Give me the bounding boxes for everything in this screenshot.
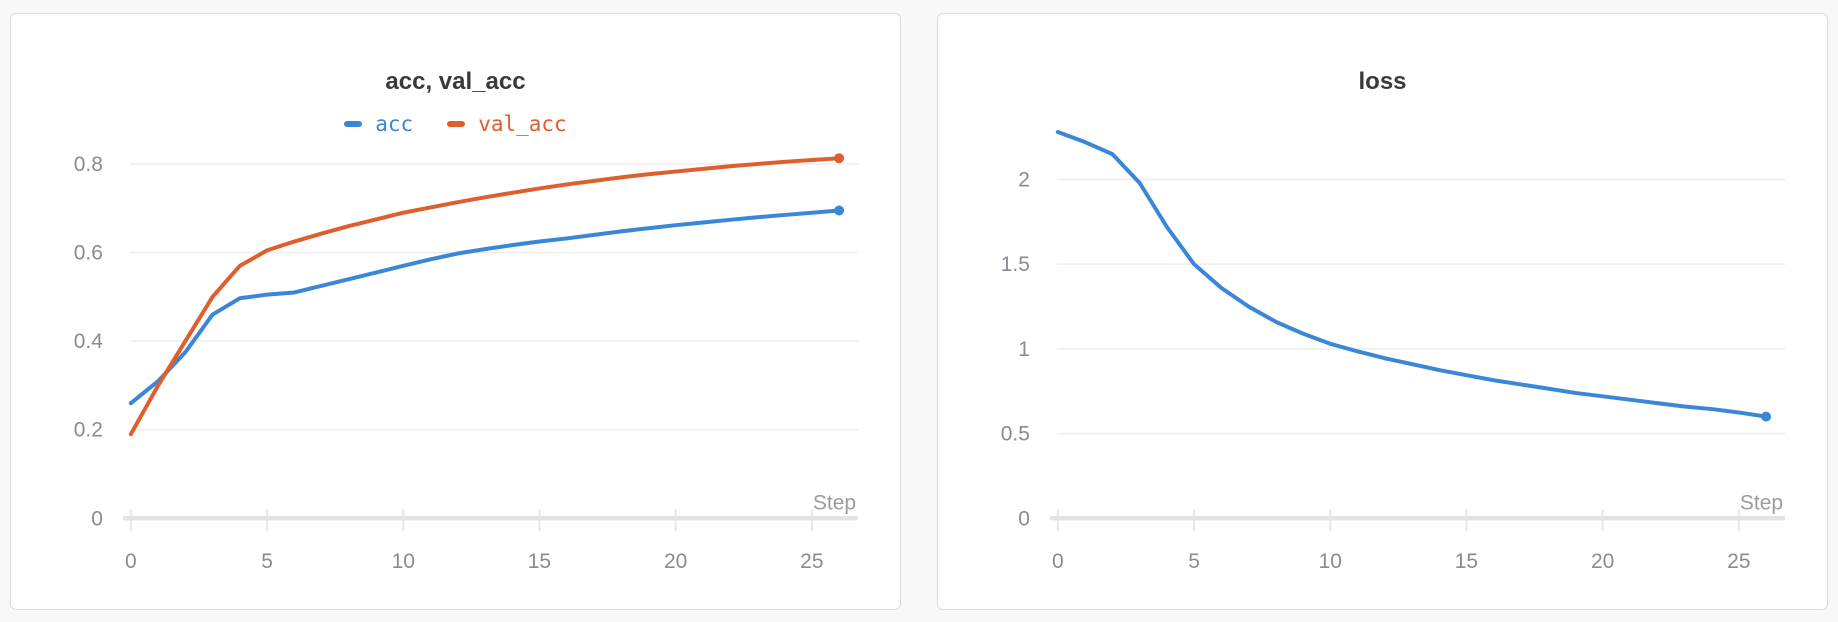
y-tick-label: 0 [91, 507, 103, 530]
y-tick-label: 0.4 [74, 330, 103, 353]
x-tick-label: 10 [1319, 550, 1342, 573]
chart-title: loss [1358, 68, 1407, 95]
x-tick-label: 20 [664, 550, 687, 573]
series-line-loss [1055, 130, 1769, 419]
legend-label: acc [375, 112, 414, 136]
x-tick-label: 25 [800, 550, 823, 573]
x-tick-label: 15 [528, 550, 551, 573]
y-tick-label: 0.8 [74, 153, 103, 176]
x-tick-label: 15 [1455, 550, 1478, 573]
x-tick-label: 10 [392, 550, 415, 573]
y-tick-label: 1.5 [1001, 253, 1030, 276]
y-tick-label: 0 [1018, 507, 1030, 530]
x-tick-label: 5 [1188, 550, 1200, 573]
x-tick-label: 25 [1727, 550, 1750, 573]
y-tick-label: 1 [1018, 338, 1030, 361]
series-line-acc [128, 208, 842, 406]
y-tick-label: 0.5 [1001, 423, 1030, 446]
series-endpoint-acc [834, 205, 845, 216]
series-endpoint-val_acc [834, 153, 845, 164]
legend-label: val_acc [478, 112, 567, 136]
y-tick-label: 2 [1018, 168, 1030, 191]
legend-item-val_acc[interactable]: val_acc [447, 111, 567, 137]
legend-swatch-acc [344, 121, 363, 127]
series-endpoint-loss [1761, 411, 1772, 422]
legend-swatch-val_acc [447, 121, 466, 127]
y-tick-label: 0.2 [74, 419, 103, 442]
x-tick-label: 0 [125, 550, 137, 573]
series-line-val_acc [128, 156, 842, 437]
x-tick-label: 20 [1591, 550, 1614, 573]
line-chart-acc-val-acc[interactable]: 0 0.2 0.4 0.6 0.8 0 5 10 15 20 25 Step [11, 14, 900, 609]
chart-title: acc, val_acc [385, 68, 526, 95]
y-tick-label: 0.6 [74, 242, 103, 265]
chart-panel-acc-val-acc[interactable]: acc, val_acc acc val_acc 0 0.2 0.4 0.6 0.8 0 5 1… [10, 13, 901, 610]
chart-legend: acc val_acc [11, 111, 900, 137]
x-axis-title: Step [813, 491, 856, 514]
chart-panel-loss[interactable]: loss 0 0.5 1 1.5 2 0 5 10 15 20 25 Step [937, 13, 1828, 610]
x-tick-label: 0 [1052, 550, 1064, 573]
x-tick-label: 5 [261, 550, 273, 573]
legend-item-acc[interactable]: acc [344, 111, 413, 137]
x-axis-title: Step [1740, 491, 1783, 514]
